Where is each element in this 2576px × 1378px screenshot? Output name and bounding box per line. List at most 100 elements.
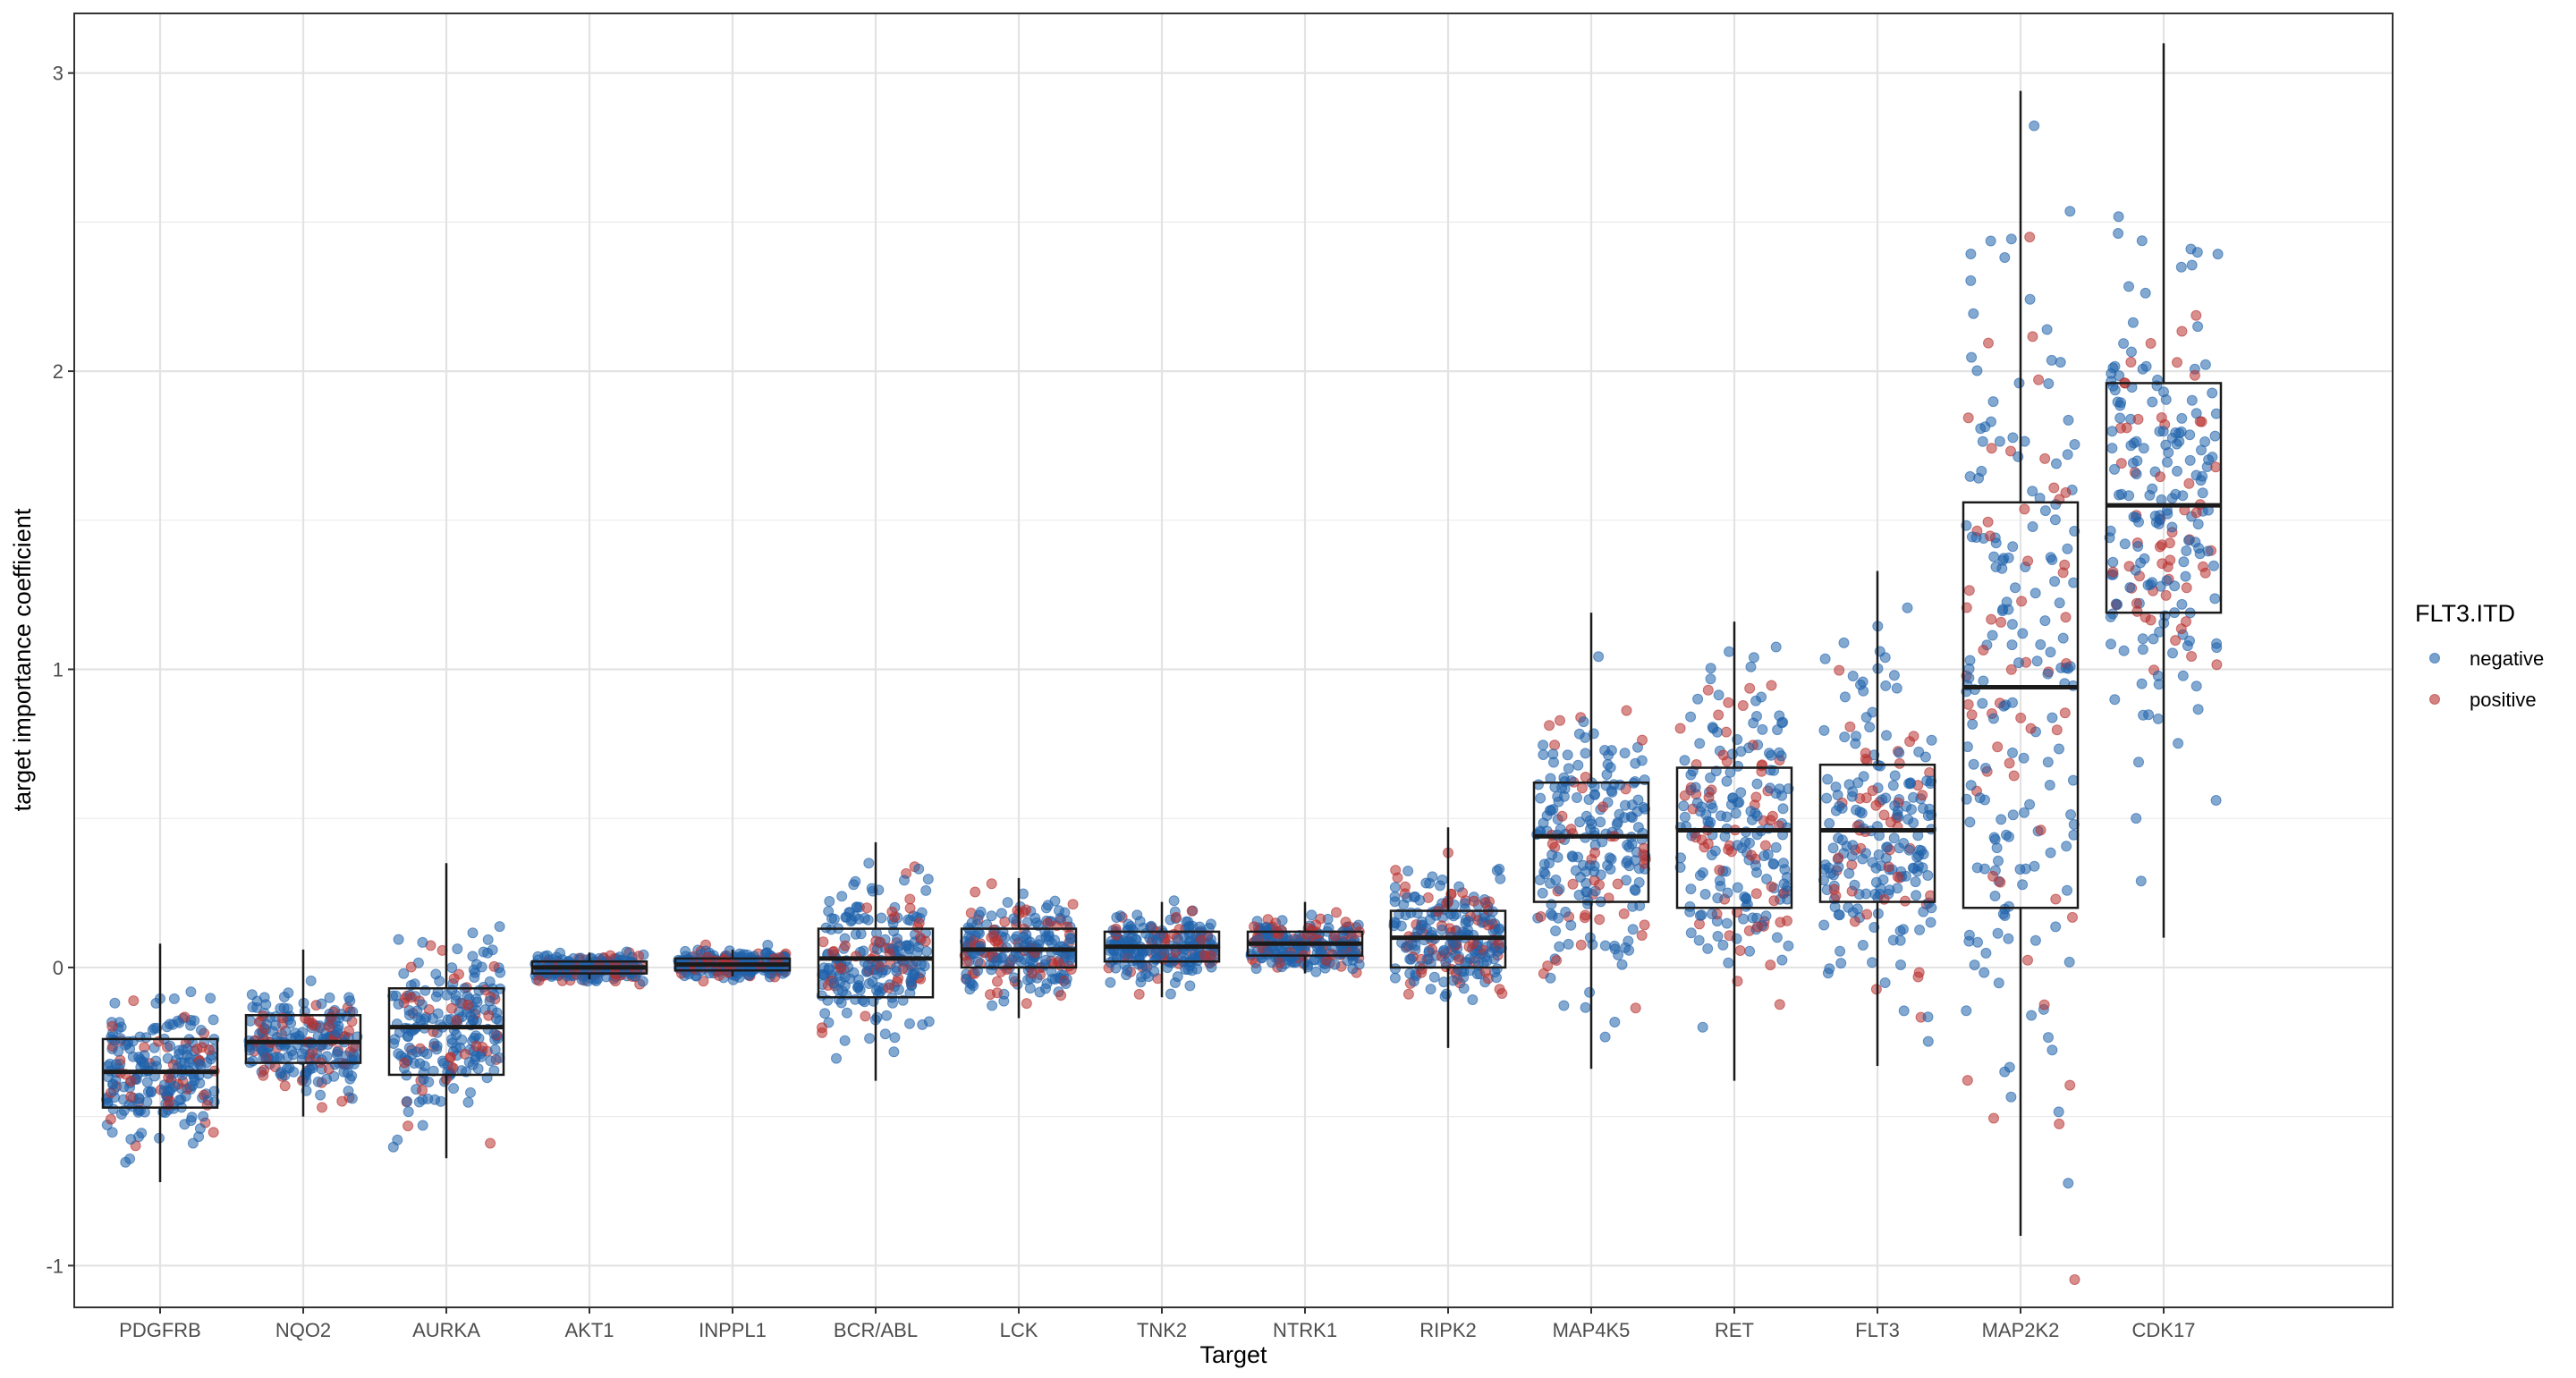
x-tick-label: INPPL1 (699, 1319, 767, 1341)
point-negative (1438, 944, 1450, 956)
point-negative (852, 901, 863, 913)
point-negative (1910, 876, 1921, 888)
point-negative (986, 910, 997, 922)
point-negative (1979, 863, 1990, 875)
point-negative (2050, 921, 2062, 933)
point-positive (317, 1102, 327, 1113)
point-negative (1819, 859, 1831, 871)
point-negative (1347, 963, 1359, 975)
point-positive (1917, 790, 1928, 801)
point-negative (1143, 971, 1155, 983)
point-positive (1867, 785, 1878, 797)
point-negative (1554, 883, 1565, 895)
point-positive (702, 951, 714, 963)
point-negative (1546, 805, 1557, 816)
point-positive (1565, 824, 1577, 835)
point-negative (1926, 734, 1937, 746)
point-negative (2018, 752, 2029, 764)
point-negative (2127, 457, 2139, 469)
point-negative (1884, 884, 1895, 896)
y-tick-label: 3 (53, 63, 64, 85)
point-negative (1436, 924, 1448, 935)
point-negative (1894, 747, 1905, 758)
point-positive (2121, 422, 2132, 434)
x-tick-label: NQO2 (275, 1319, 331, 1341)
point-negative (1735, 746, 1747, 757)
point-negative (1747, 814, 1758, 825)
point-negative (1721, 917, 1733, 929)
point-negative (1996, 814, 2007, 825)
point-negative (1545, 908, 1556, 919)
point-negative (906, 980, 918, 992)
point-positive (279, 1080, 291, 1092)
point-negative (1891, 682, 1902, 694)
point-negative (417, 936, 428, 948)
point-positive (1992, 741, 2004, 753)
point-negative (1858, 685, 1869, 697)
point-negative (1887, 780, 1899, 791)
point-positive (1621, 705, 1632, 716)
point-positive (1962, 412, 1974, 424)
point-positive (1392, 872, 1403, 883)
point-negative (2035, 638, 2046, 650)
point-positive (827, 946, 839, 958)
point-negative (2192, 321, 2204, 333)
point-positive (402, 1120, 414, 1132)
point-positive (2024, 232, 2036, 243)
point-negative (1605, 762, 1616, 774)
point-negative (2131, 469, 2142, 480)
point-negative (1879, 977, 1891, 988)
point-negative (398, 968, 410, 979)
x-tick-label: LCK (1000, 1319, 1038, 1341)
point-positive (2156, 412, 2167, 423)
point-negative (1758, 850, 1770, 862)
point-negative (1968, 758, 1979, 770)
point-negative (2197, 470, 2208, 482)
point-positive (445, 1052, 456, 1063)
point-negative (1980, 763, 1991, 774)
point-negative (1011, 931, 1022, 943)
point-positive (1544, 720, 1555, 731)
point-negative (1535, 792, 1546, 804)
point-negative (1972, 936, 1983, 948)
point-negative (1678, 800, 1690, 812)
point-negative (2176, 412, 2188, 424)
point-negative (2199, 359, 2211, 370)
point-negative (1205, 934, 1216, 945)
point-negative (462, 1096, 474, 1108)
point-positive (1963, 585, 1975, 596)
x-tick-label: NTRK1 (1273, 1319, 1337, 1341)
point-negative (1998, 700, 2010, 712)
point-positive (1199, 950, 1210, 961)
point-negative (469, 972, 480, 983)
point-negative (848, 879, 860, 891)
point-negative (1776, 790, 1788, 801)
point-positive (128, 995, 140, 1007)
point-negative (1839, 731, 1851, 743)
point-negative (2178, 556, 2190, 568)
x-tick-label: RIPK2 (1419, 1319, 1477, 1341)
point-negative (1908, 791, 1919, 803)
point-negative (2063, 1178, 2074, 1189)
point-negative (2169, 580, 2181, 592)
point-positive (970, 886, 981, 898)
point-negative (1572, 792, 1582, 803)
point-negative (1702, 943, 1714, 954)
point-negative (141, 1077, 153, 1088)
point-negative (315, 1089, 326, 1101)
point-positive (2005, 445, 2016, 457)
point-negative (1963, 663, 1975, 674)
y-tick-label: -1 (46, 1255, 64, 1277)
point-negative (2145, 579, 2157, 590)
point-negative (1849, 879, 1860, 891)
point-negative (185, 986, 197, 998)
point-negative (1616, 959, 1628, 970)
point-negative (1694, 738, 1706, 749)
point-positive (818, 936, 829, 948)
point-negative (389, 1034, 401, 1045)
point-negative (1485, 914, 1496, 926)
point-negative (2029, 120, 2040, 131)
point-negative (824, 896, 835, 907)
point-negative (1049, 934, 1061, 946)
point-negative (1724, 766, 1736, 778)
